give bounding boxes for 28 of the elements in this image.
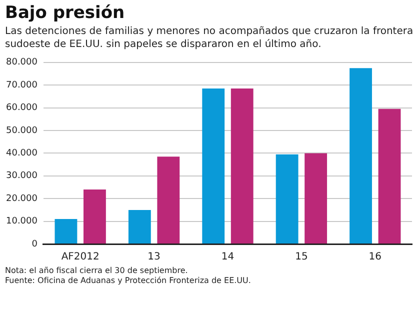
bar (276, 154, 298, 244)
text: Nota: el año fiscal cierra el 30 de septiembre. (5, 266, 189, 276)
y-tick-label: 80.000 (6, 58, 38, 68)
bar (54, 219, 78, 244)
y-tick-label: 10.000 (6, 216, 38, 227)
y-tick-label: 60.000 (6, 103, 38, 114)
chart-subtitle: Las detenciones de familias y menores no acompañados que cruzaron la frontera sudoeste de EE.UU. sin papeles se dispararon en el último año. (5, 26, 414, 50)
bar (304, 153, 328, 244)
source-note: Fuente: Oficina de Aduanas y Protección Fronteriza de EE.UU. (5, 276, 252, 286)
chart-title: Bajo presión (5, 3, 126, 23)
x-tick-label: 13 (148, 252, 160, 263)
bar (230, 88, 254, 244)
y-tick-label: 30.000 (6, 171, 38, 182)
y-tick-label: 70.000 (6, 80, 38, 90)
bar (157, 156, 180, 244)
x-tick-label: 14 (221, 252, 234, 263)
x-tick-label: AF2012 (61, 252, 100, 263)
bar (84, 190, 106, 244)
bar (378, 108, 401, 244)
bar (202, 88, 225, 244)
y-tick-label: 20.000 (6, 194, 38, 204)
bar (350, 68, 372, 244)
x-tick-label: 15 (295, 252, 308, 263)
bar (128, 210, 151, 244)
y-tick-label: 40.000 (6, 148, 38, 159)
x-tick-label: 16 (368, 252, 382, 263)
y-tick-label: 50.000 (6, 126, 38, 136)
y-tick-label: 0 (32, 239, 38, 250)
